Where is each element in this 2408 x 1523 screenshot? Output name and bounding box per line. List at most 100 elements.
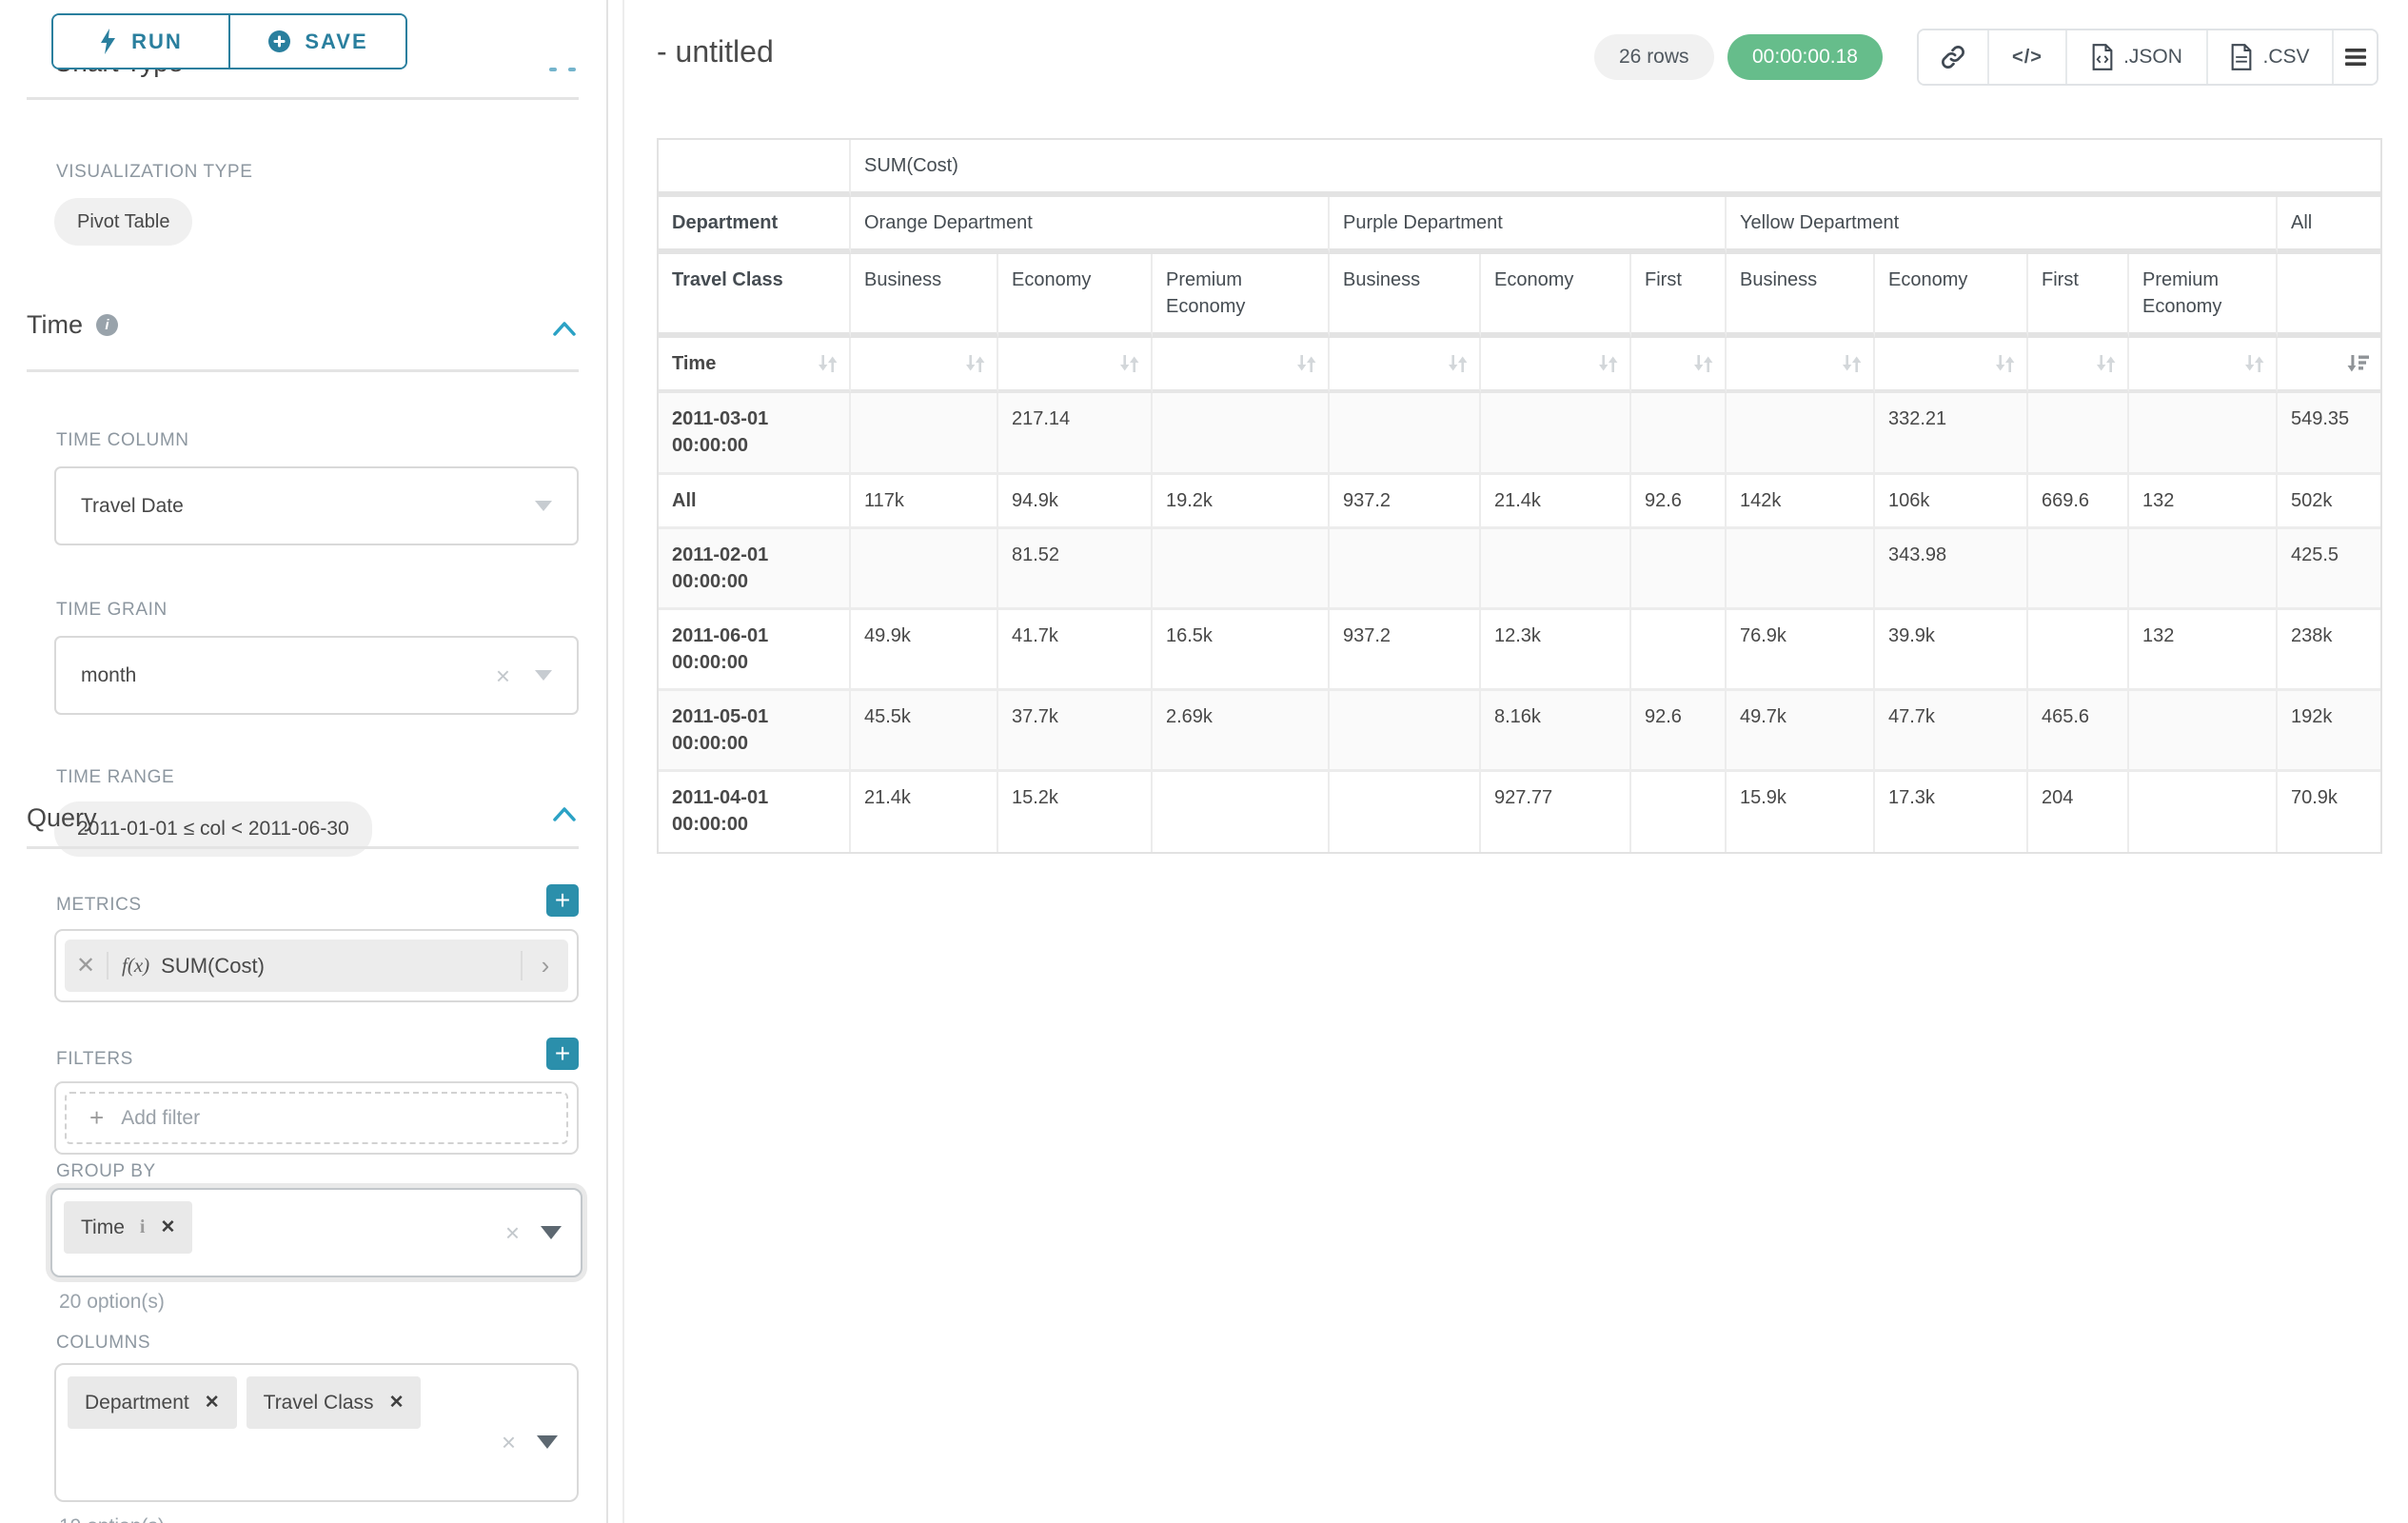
pivot-value-cell xyxy=(1727,393,1875,475)
export-toolbar: </> .JSON .CSV xyxy=(1917,29,2378,86)
clear-icon[interactable]: × xyxy=(495,661,510,690)
columns-chip[interactable]: Department ✕ xyxy=(68,1376,237,1429)
pivot-sort-header[interactable] xyxy=(1875,338,2028,393)
pivot-sort-header[interactable] xyxy=(1631,338,1727,393)
collapse-chevron-icon[interactable] xyxy=(552,320,577,337)
pivot-value-cell xyxy=(2129,393,2278,475)
pivot-sort-header[interactable] xyxy=(1727,338,1875,393)
pivot-row-label: All xyxy=(659,475,851,529)
pivot-value-cell: 132 xyxy=(2129,610,2278,691)
pivot-value-cell: 41.7k xyxy=(998,610,1153,691)
pivot-value-cell: 92.6 xyxy=(1631,691,1727,772)
dropdown-caret-icon[interactable] xyxy=(541,1226,562,1239)
pivot-value-cell: 81.52 xyxy=(998,529,1153,610)
remove-chip-icon[interactable]: ✕ xyxy=(204,1393,220,1413)
pivot-sort-header[interactable] xyxy=(2278,338,2380,393)
pivot-value-cell: 8.16k xyxy=(1481,691,1631,772)
columns-options-hint: 19 option(s) xyxy=(59,1515,165,1523)
metrics-field: ✕ f(x) SUM(Cost) › xyxy=(54,929,579,1002)
add-metric-button[interactable]: + xyxy=(546,884,579,917)
more-options-button[interactable] xyxy=(2332,30,2377,84)
group-by-field[interactable]: Time i ✕ × xyxy=(50,1188,582,1277)
panel-divider xyxy=(622,0,624,1523)
pivot-sort-header[interactable] xyxy=(1481,338,1631,393)
time-column-select[interactable]: Travel Date xyxy=(54,466,579,545)
collapse-chevron-icon[interactable] xyxy=(552,805,577,822)
pivot-value-cell: 142k xyxy=(1727,475,1875,529)
export-json-button[interactable]: .JSON xyxy=(2065,30,2206,84)
chevron-tip-icon xyxy=(568,68,576,71)
pivot-sort-header[interactable] xyxy=(2028,338,2129,393)
pivot-row-label: 2011-04-01 00:00:00 xyxy=(659,772,851,852)
viz-type-chip[interactable]: Pivot Table xyxy=(54,198,193,246)
info-icon: i xyxy=(96,314,118,336)
pivot-value-cell xyxy=(1631,610,1727,691)
pivot-col-header: First xyxy=(1631,254,1727,338)
chevron-right-icon[interactable]: › xyxy=(521,951,568,980)
clear-icon[interactable]: × xyxy=(501,1428,516,1456)
time-grain-value: month xyxy=(81,663,137,686)
pivot-group-header: All xyxy=(2278,197,2380,254)
pivot-sort-header[interactable] xyxy=(998,338,1153,393)
group-by-chip[interactable]: Time i ✕ xyxy=(64,1201,193,1254)
share-link-button[interactable] xyxy=(1919,30,1987,84)
menu-icon xyxy=(2344,49,2366,66)
pivot-sort-header[interactable] xyxy=(1153,338,1330,393)
pivot-row: 2011-03-01 00:00:00 217.14 332.21 549.35 xyxy=(659,393,2380,475)
pivot-row: 2011-06-01 00:00:00 49.9k 41.7k 16.5k 937.2 1… xyxy=(659,610,2380,691)
pivot-value-cell: 2.69k xyxy=(1153,691,1330,772)
chart-title[interactable]: - untitled xyxy=(657,34,774,69)
time-grain-select[interactable]: month × xyxy=(54,636,579,715)
pivot-value-cell xyxy=(1330,772,1481,852)
link-icon xyxy=(1942,46,1964,69)
sort-icon xyxy=(1996,355,2015,372)
pivot-sort-header[interactable]: Time xyxy=(659,338,851,393)
pivot-value-cell: 49.7k xyxy=(1727,691,1875,772)
pivot-col-header: Economy xyxy=(998,254,1153,338)
metric-chip[interactable]: ✕ f(x) SUM(Cost) › xyxy=(65,940,568,992)
pivot-table: SUM(Cost) Department Orange Department Purp… xyxy=(657,138,2382,854)
pivot-corner-cell xyxy=(659,140,851,197)
add-filter-button[interactable]: + Add filter xyxy=(65,1092,568,1144)
add-filter-plus-button[interactable]: + xyxy=(546,1038,579,1070)
pivot-sort-header[interactable] xyxy=(2129,338,2278,393)
view-query-button[interactable]: </> xyxy=(1987,30,2065,84)
export-csv-button[interactable]: .CSV xyxy=(2206,30,2332,84)
filters-field: + Add filter xyxy=(54,1081,579,1155)
time-grain-label: TIME GRAIN xyxy=(56,600,168,620)
pivot-value-cell: 549.35 xyxy=(2278,393,2380,475)
pivot-value-cell xyxy=(1330,691,1481,772)
pivot-value-cell: 21.4k xyxy=(1481,475,1631,529)
panel-divider xyxy=(606,0,608,1523)
json-label: .JSON xyxy=(2123,46,2182,68)
dropdown-caret-icon[interactable] xyxy=(537,1435,558,1449)
pivot-value-cell xyxy=(2129,691,2278,772)
pivot-value-cell xyxy=(1631,529,1727,610)
pivot-row-label: 2011-05-01 00:00:00 xyxy=(659,691,851,772)
pivot-metric-header: SUM(Cost) xyxy=(851,140,2380,197)
pivot-col-header xyxy=(2278,254,2380,338)
sort-icon xyxy=(1297,355,1316,372)
section-divider xyxy=(27,369,579,372)
columns-field[interactable]: Department ✕ Travel Class ✕ × xyxy=(54,1363,579,1502)
query-section-header[interactable]: Query xyxy=(27,803,97,833)
remove-metric-icon[interactable]: ✕ xyxy=(65,952,109,979)
run-save-button-group: RUN SAVE xyxy=(51,13,407,69)
pivot-value-cell xyxy=(2129,772,2278,852)
run-button[interactable]: RUN xyxy=(53,15,228,68)
time-section-header[interactable]: Time i xyxy=(27,310,118,340)
pivot-value-cell: 92.6 xyxy=(1631,475,1727,529)
pivot-row: 2011-02-01 00:00:00 81.52 343.98 425.5 xyxy=(659,529,2380,610)
pivot-sort-header[interactable] xyxy=(1330,338,1481,393)
pivot-value-cell: 238k xyxy=(2278,610,2380,691)
clear-icon[interactable]: × xyxy=(504,1218,520,1247)
pivot-sort-header[interactable] xyxy=(851,338,998,393)
save-button[interactable]: SAVE xyxy=(228,15,405,68)
remove-chip-icon[interactable]: ✕ xyxy=(388,1393,405,1413)
pivot-col-header: Premium Economy xyxy=(2129,254,2278,338)
pivot-value-cell xyxy=(2028,393,2129,475)
pivot-value-cell: 465.6 xyxy=(2028,691,2129,772)
remove-chip-icon[interactable]: ✕ xyxy=(160,1217,176,1237)
columns-chip[interactable]: Travel Class ✕ xyxy=(246,1376,422,1429)
